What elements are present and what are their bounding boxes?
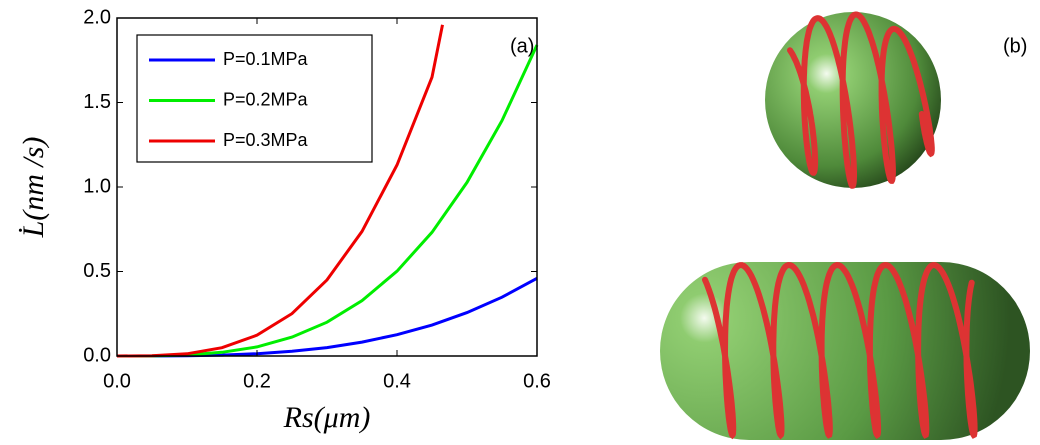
panel-label: (b) [1003, 35, 1027, 57]
legend-label: P=0.2MPa [223, 89, 309, 109]
x-tick-label: 0.4 [383, 370, 411, 392]
line [117, 276, 538, 358]
panel-label: (a) [510, 35, 534, 57]
x-tick-label: 0.6 [523, 370, 551, 392]
illustration: (b) [660, 11, 1030, 440]
x-tick-label: 0.0 [103, 370, 131, 392]
helix [787, 11, 935, 189]
y-tick-label: 1.5 [83, 91, 111, 113]
y-tick-label: 0.0 [83, 344, 111, 366]
legend-label: P=0.1MPa [223, 49, 309, 69]
legend-label: P=0.3MPa [223, 130, 309, 150]
y-tick-label: 1.0 [83, 175, 111, 197]
y-axis-label: L̇(nm /s) [17, 137, 50, 239]
chart: 0.0 0.2 0.4 0.6 0.0 0.5 1.0 1.5 2.0 Rs(μm) L̇(nm /… [17, 6, 551, 434]
capsule [660, 262, 1030, 440]
line [116, 24, 444, 358]
x-tick-label: 0.2 [243, 370, 271, 392]
x-axis-label: Rs(μm) [283, 401, 371, 434]
y-tick-label: 2.0 [83, 6, 111, 28]
helix [702, 261, 978, 440]
y-tick-label: 0.5 [83, 260, 111, 282]
